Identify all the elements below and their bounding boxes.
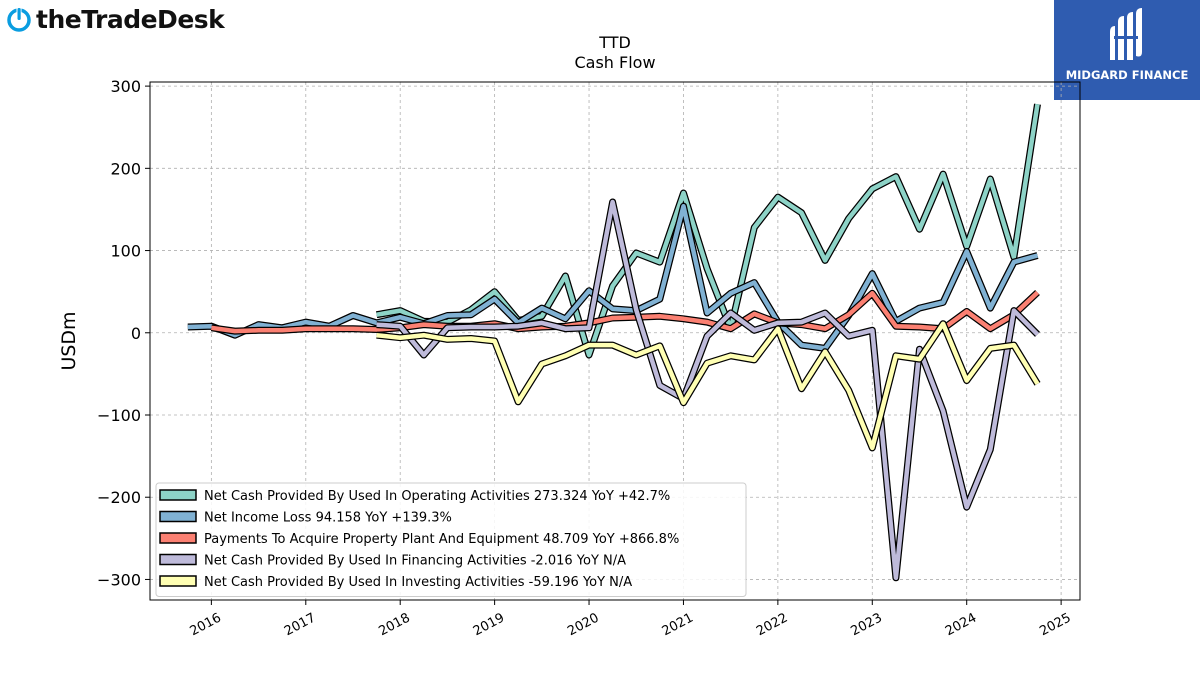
x-tick-label: 2023 xyxy=(849,611,885,640)
y-tick-label: −200 xyxy=(97,488,141,507)
chart-subtitle: Cash Flow xyxy=(574,53,655,72)
series-line-fill xyxy=(376,199,1040,581)
legend-swatch xyxy=(159,489,197,501)
plot-frame xyxy=(149,81,1081,601)
legend-label: Net Income Loss 94.158 YoY +139.3% xyxy=(204,511,452,526)
y-tick-label: 0 xyxy=(131,324,141,343)
x-tick-label: 2017 xyxy=(282,611,318,640)
series-line-fill xyxy=(376,321,1040,451)
x-tick-label: 2016 xyxy=(188,611,224,640)
series-layer xyxy=(187,103,1041,582)
y-tick-label: 300 xyxy=(110,77,141,96)
x-tick-label: 2020 xyxy=(565,611,601,640)
y-tick-label: 200 xyxy=(110,159,141,178)
midgard-logo-icon xyxy=(1110,8,1142,60)
y-tick-label: −300 xyxy=(97,570,141,589)
series-line-outline xyxy=(376,103,1041,359)
y-axis-label: USDm xyxy=(58,311,80,370)
x-tick-label: 2022 xyxy=(754,611,790,640)
series-line xyxy=(376,198,1040,582)
x-tick-label: 2021 xyxy=(660,611,696,640)
x-tick-label: 2024 xyxy=(943,611,979,640)
series-line xyxy=(210,289,1040,335)
legend-swatch xyxy=(159,532,197,544)
tradedesk-logo-text: theTradeDesk xyxy=(36,4,225,34)
legend-swatch xyxy=(159,553,197,566)
legend-swatch xyxy=(159,510,197,523)
midgard-logo-text: MIDGARD FINANCE xyxy=(1065,68,1189,82)
series-line-fill xyxy=(211,290,1040,334)
legend-box xyxy=(155,482,747,597)
legend-label: Net Cash Provided By Used In Financing A… xyxy=(204,554,626,569)
legend-swatch xyxy=(159,575,197,587)
tradedesk-logo-icon xyxy=(7,7,31,32)
series-line-fill xyxy=(376,103,1040,358)
legend: Net Cash Provided By Used In Operating A… xyxy=(155,482,747,597)
series-line xyxy=(376,103,1041,359)
midgard-finance-logo: MIDGARD FINANCE xyxy=(1054,0,1200,100)
y-tick-label: −100 xyxy=(97,406,141,425)
x-tick-label: 2019 xyxy=(471,611,507,640)
chart-title: TTD xyxy=(598,33,631,52)
x-tick-label: 2025 xyxy=(1037,611,1073,640)
series-line xyxy=(376,320,1041,452)
legend-label: Net Cash Provided By Used In Operating A… xyxy=(204,489,670,504)
legend-label: Payments To Acquire Property Plant And E… xyxy=(204,532,679,547)
legend-label: Net Cash Provided By Used In Investing A… xyxy=(204,575,632,590)
x-tick-label: 2018 xyxy=(376,611,412,640)
y-tick-label: 100 xyxy=(110,242,141,261)
tradedesk-logo: theTradeDesk xyxy=(6,4,225,34)
